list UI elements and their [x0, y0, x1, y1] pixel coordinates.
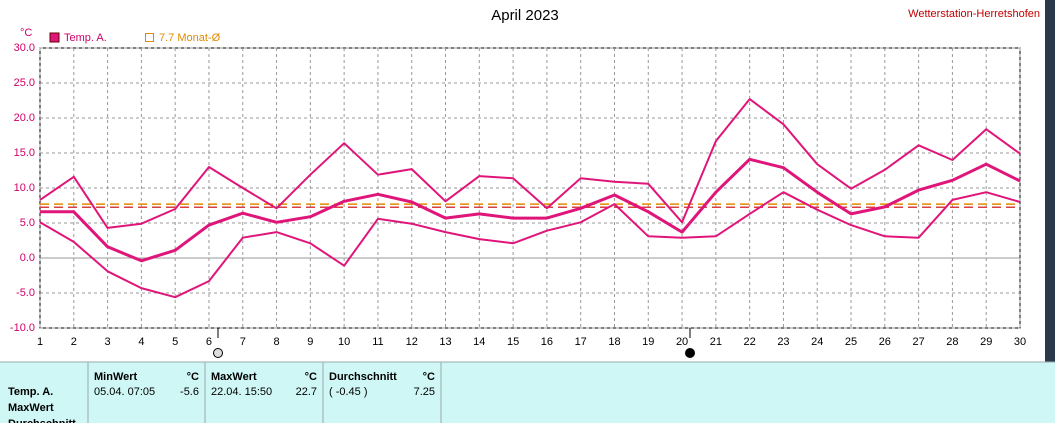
legend-swatch — [49, 32, 60, 43]
x-tick-label: 28 — [946, 336, 958, 348]
x-tick-label: 18 — [608, 336, 620, 348]
x-tick-label: 21 — [710, 336, 722, 348]
x-tick-label: 30 — [1014, 336, 1026, 348]
x-tick-label: 7 — [240, 336, 246, 348]
x-tick-label: 1 — [37, 336, 43, 348]
new-moon — [685, 348, 695, 358]
x-tick-label: 12 — [406, 336, 418, 348]
legend-swatch — [145, 33, 154, 42]
y-tick-label: 0.0 — [20, 252, 35, 264]
x-tick-label: 19 — [642, 336, 654, 348]
table-cell: 05.04. 07:05 — [94, 386, 155, 398]
table-header: Durchschnitt — [329, 371, 397, 383]
table-cell: 22.04. 15:50 — [211, 386, 272, 398]
table-header: °C — [305, 371, 317, 383]
table-header: °C — [187, 371, 199, 383]
x-tick-label: 15 — [507, 336, 519, 348]
full-moon — [213, 348, 223, 358]
legend-label: Temp. A. — [64, 32, 107, 44]
y-tick-label: 15.0 — [14, 147, 35, 159]
x-tick-label: 27 — [912, 336, 924, 348]
x-tick-label: 17 — [575, 336, 587, 348]
table-cell: 7.25 — [414, 386, 435, 398]
temp-line — [39, 98, 1021, 229]
y-tick-label: -5.0 — [16, 287, 35, 299]
y-tick-label: -10.0 — [10, 322, 35, 334]
x-tick-label: 14 — [473, 336, 485, 348]
x-tick-label: 25 — [845, 336, 857, 348]
y-tick-label: 10.0 — [14, 182, 35, 194]
x-tick-label: 22 — [744, 336, 756, 348]
x-tick-label: 10 — [338, 336, 350, 348]
x-tick-label: 11 — [372, 336, 383, 348]
table-cell: 22.7 — [296, 386, 317, 398]
legend-label: 7.7 Monat-Ø — [159, 32, 221, 44]
x-tick-label: 20 — [676, 336, 688, 348]
plot-area — [39, 47, 1021, 329]
scrollbar — [1045, 0, 1055, 362]
station-name: Wetterstation-Herretshofen — [908, 8, 1040, 20]
x-tick-label: 2 — [71, 336, 77, 348]
x-tick-label: 24 — [811, 336, 823, 348]
x-tick-label: 6 — [206, 336, 212, 348]
x-tick-label: 16 — [541, 336, 553, 348]
table-cell: ( -0.45 ) — [329, 386, 368, 398]
table-header: °C — [423, 371, 435, 383]
y-unit: °C — [20, 27, 32, 39]
y-tick-label: 30.0 — [14, 42, 35, 54]
row-label: Durchschnitt — [8, 418, 76, 423]
x-tick-label: 8 — [273, 336, 279, 348]
x-tick-label: 29 — [980, 336, 992, 348]
y-tick-label: 20.0 — [14, 112, 35, 124]
table-bg — [0, 362, 1055, 423]
table-header: MaxWert — [211, 371, 257, 383]
row-label: Temp. A. — [8, 386, 53, 398]
moon-markers — [213, 328, 695, 358]
y-tick-label: 5.0 — [20, 217, 35, 229]
temp-line — [39, 191, 1021, 299]
x-tick-label: 23 — [777, 336, 789, 348]
x-tick-label: 3 — [105, 336, 111, 348]
x-tick-label: 9 — [307, 336, 313, 348]
chart-title: April 2023 — [491, 7, 559, 24]
y-tick-label: 25.0 — [14, 77, 35, 89]
row-label: MaxWert — [8, 402, 54, 414]
table-cell: -5.6 — [180, 386, 199, 398]
x-tick-label: 13 — [439, 336, 451, 348]
table-header: MinWert — [94, 371, 138, 383]
x-tick-label: 5 — [172, 336, 178, 348]
x-tick-label: 4 — [138, 336, 144, 348]
x-tick-label: 26 — [879, 336, 891, 348]
temp-line — [40, 157, 1021, 263]
